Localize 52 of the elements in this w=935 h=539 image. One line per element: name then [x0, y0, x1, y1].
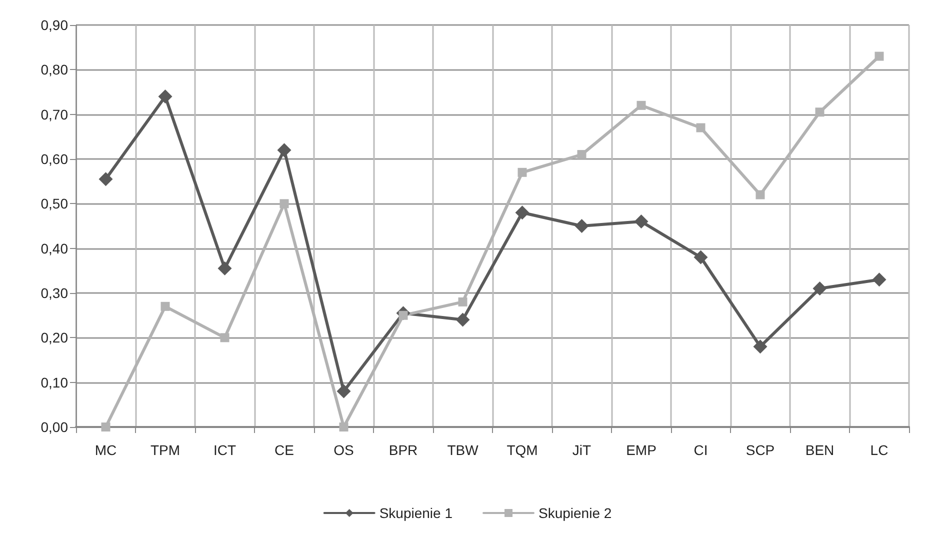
point: [218, 261, 232, 276]
point: [98, 172, 113, 186]
x-tick-label: SCP: [746, 442, 775, 458]
x-tick-label: TPM: [150, 442, 180, 458]
y-tick-label: 0,90: [40, 17, 68, 33]
x-tick-label: CI: [694, 442, 708, 458]
y-tick-label: 0,50: [40, 196, 68, 212]
legend-label: Skupienie 2: [538, 505, 612, 521]
y-tick-label: 0,60: [40, 151, 68, 167]
x-tick-label: MC: [94, 442, 117, 458]
point: [753, 340, 768, 354]
y-tick-label: 0,40: [40, 240, 68, 256]
point: [456, 312, 470, 327]
point: [815, 108, 824, 117]
point: [515, 206, 530, 220]
x-tick-label: TBW: [447, 442, 480, 458]
point: [636, 100, 646, 110]
point: [101, 422, 110, 432]
x-tick-label: CE: [274, 442, 294, 458]
point: [339, 422, 348, 432]
point: [280, 199, 289, 208]
x-tick-label: JiT: [572, 442, 592, 458]
point: [336, 384, 351, 398]
point: [874, 52, 884, 61]
point: [634, 214, 648, 229]
x-tick-label: BPR: [388, 442, 418, 458]
y-tick-label: 0,00: [40, 419, 68, 435]
point: [694, 250, 708, 264]
x-tick-label: OS: [334, 442, 354, 458]
x-tick-label: ICT: [213, 442, 236, 458]
point: [696, 123, 706, 132]
point: [812, 282, 827, 296]
x-tick-label: TQM: [506, 442, 538, 458]
point: [220, 333, 230, 342]
point: [458, 297, 468, 306]
x-tick-label: LC: [870, 442, 888, 458]
y-tick-label: 0,10: [40, 374, 68, 390]
point: [756, 190, 765, 200]
legend-label: Skupienie 1: [379, 505, 453, 521]
point: [158, 89, 172, 104]
point: [574, 219, 589, 233]
point: [872, 272, 886, 287]
y-tick-label: 0,70: [40, 106, 68, 122]
y-tick-label: 0,80: [40, 62, 68, 78]
point: [577, 150, 586, 160]
point: [160, 302, 170, 311]
y-tick-label: 0,30: [40, 285, 68, 301]
y-tick-label: 0,20: [40, 330, 68, 346]
x-tick-label: BEN: [805, 442, 834, 458]
point: [518, 168, 527, 177]
point: [277, 143, 292, 158]
x-tick-label: EMP: [626, 442, 656, 458]
